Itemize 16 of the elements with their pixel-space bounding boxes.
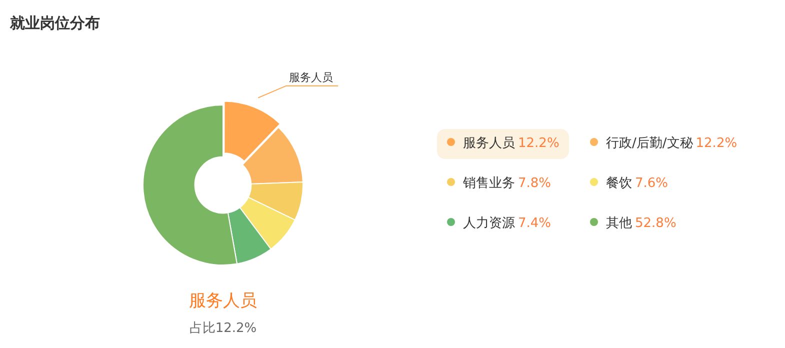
- data-label: 7.4%: [518, 216, 552, 231]
- legend-label: 其他: [606, 216, 632, 231]
- text: 占比12.2%: [188, 320, 258, 337]
- legend-label: 人力资源: [463, 216, 515, 231]
- data-label: 7.8%: [518, 176, 552, 191]
- chart-title: 就业岗位分布: [10, 14, 100, 33]
- data-label: 52.8%: [635, 216, 676, 231]
- data-label: 7.6%: [635, 176, 668, 191]
- text: 服务人员: [188, 290, 258, 312]
- legend-label: 餐饮: [606, 176, 632, 191]
- legend-label: 行政/后勤/文秘: [606, 136, 693, 151]
- data-label: 12.2%: [518, 136, 560, 151]
- legend-label: 服务人员: [463, 136, 515, 151]
- category-label: 服务人员: [289, 71, 334, 84]
- data-label: 12.2%: [696, 136, 738, 151]
- legend-label: 销售业务: [463, 176, 515, 191]
